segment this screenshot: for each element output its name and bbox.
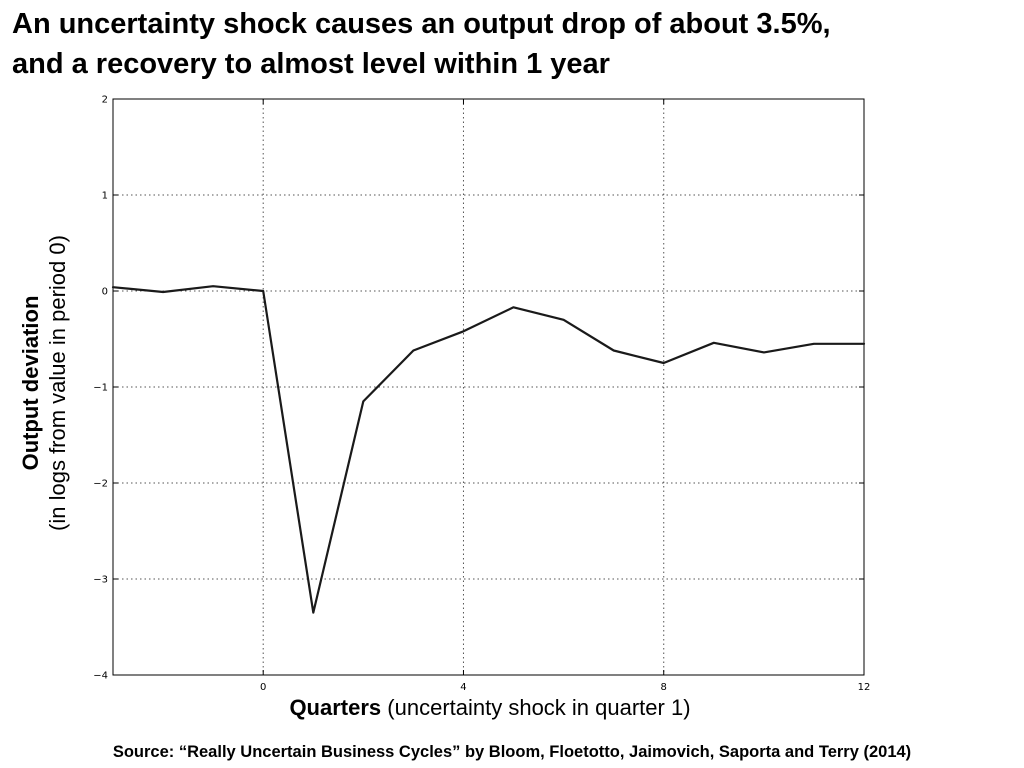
y-axis-label-main: Output deviation — [18, 295, 43, 471]
slide-title-line-2: and a recovery to almost level within 1 … — [12, 48, 610, 80]
source-citation: Source: “Really Uncertain Business Cycle… — [112, 743, 912, 761]
y-tick-label: 1 — [102, 191, 108, 202]
x-tick-label: 4 — [460, 682, 466, 693]
x-axis-label-sub: (uncertainty shock in quarter 1) — [387, 695, 691, 720]
x-tick-label: 12 — [858, 682, 871, 693]
y-tick-label: 2 — [102, 95, 108, 106]
y-tick-label: −1 — [93, 383, 108, 394]
x-tick-label: 8 — [661, 682, 667, 693]
y-axis-label: Output deviation (in logs from value in … — [17, 235, 71, 531]
series-layer — [111, 285, 866, 614]
slide-title-line-1: An uncertainty shock causes an output dr… — [12, 8, 831, 40]
y-tick-label: 0 — [102, 287, 108, 298]
y-tick-label: −3 — [93, 575, 108, 586]
y-axis-label-sub: (in logs from value in period 0) — [45, 235, 70, 531]
x-axis-label: Quarters (uncertainty shock in quarter 1… — [190, 694, 790, 722]
y-tick-label: −2 — [93, 479, 108, 490]
x-tick-label: 0 — [260, 682, 266, 693]
slide-title: An uncertainty shock causes an output dr… — [12, 4, 1012, 84]
grid-layer — [113, 99, 864, 675]
series-line — [111, 285, 866, 614]
y-tick-label: −4 — [93, 671, 108, 682]
x-axis-label-main: Quarters — [289, 695, 382, 720]
